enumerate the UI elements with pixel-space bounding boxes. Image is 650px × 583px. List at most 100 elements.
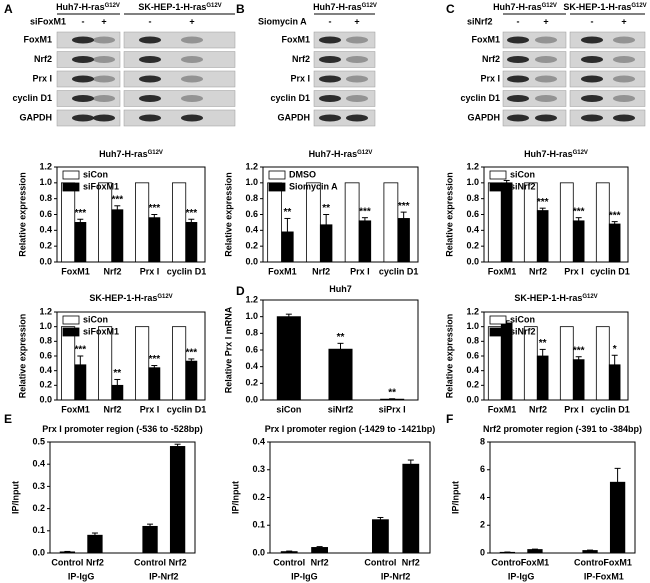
- legend-swatch: [489, 327, 507, 337]
- blot-band: [581, 75, 603, 83]
- blot-strip: [123, 109, 236, 127]
- legend-label: DMSO: [289, 169, 316, 179]
- blot-row-label: Nrf2: [482, 54, 500, 64]
- bar: [319, 224, 333, 263]
- legend-label: siCon: [83, 314, 108, 324]
- bar: [172, 326, 187, 401]
- chart-title: Huh7-H-rasG12V: [99, 149, 163, 159]
- blot-group-label-main: Huh7-H-ras: [313, 2, 362, 12]
- x-tick-label: Prx I: [564, 266, 584, 276]
- blot-group-label-sup: G12V: [631, 3, 646, 9]
- x-tick-label: cyclin D1: [167, 266, 207, 276]
- legend-label: siFoxM1: [83, 181, 119, 191]
- blot-group-label: Huh7-H-rasG12V: [56, 2, 120, 12]
- blot-group-label: SK-HEP-1-H-rasG12V: [138, 2, 221, 12]
- chart-title: Prx I promoter region (-536 to -528bp): [42, 424, 203, 434]
- bar: [61, 326, 76, 401]
- legend-swatch: [489, 170, 507, 180]
- bar: [98, 326, 113, 401]
- significance-label: **: [113, 368, 121, 379]
- blot-band: [346, 56, 368, 63]
- significance-label: ***: [537, 197, 549, 208]
- significance-label: **: [322, 203, 330, 214]
- x-tick-label: FoxM1: [603, 557, 632, 567]
- error-bar: [114, 205, 121, 210]
- legend-label: siCon: [510, 314, 535, 324]
- blot-band: [139, 36, 161, 44]
- blot-row-label: FoxM1: [23, 34, 52, 44]
- blot-band: [93, 56, 115, 63]
- blot-sign: +: [101, 16, 106, 26]
- panel-letter: D: [236, 284, 245, 298]
- y-tick-label: 1.0: [466, 321, 479, 331]
- y-tick-label: 0.3: [32, 481, 45, 491]
- y-axis-label: IP/Input: [230, 481, 240, 514]
- group-label: IP-IgG: [291, 571, 318, 581]
- y-tick-label: 0.8: [245, 328, 258, 338]
- y-axis-label: IP/Input: [450, 481, 460, 514]
- blot-band: [181, 114, 203, 122]
- blot-band: [507, 75, 529, 83]
- plot-frame: [262, 166, 419, 263]
- significance-label: **: [284, 207, 292, 218]
- error-bar: [316, 546, 323, 548]
- blot-strip: [569, 51, 646, 68]
- error-bar: [575, 356, 582, 360]
- blot-group-label-sup: G12V: [362, 3, 377, 9]
- y-tick-label: 0: [480, 547, 485, 557]
- y-tick-label: 4: [480, 492, 485, 502]
- chart-title-sup: G12V: [573, 150, 588, 156]
- legend-label: siNrf2: [510, 326, 536, 336]
- bar: [276, 316, 301, 401]
- blot-band: [613, 36, 635, 44]
- blot-sign: -: [329, 16, 332, 26]
- x-tick-label: Nrf2: [103, 266, 121, 276]
- legend-label: siCon: [83, 169, 108, 179]
- blot-band: [613, 95, 635, 102]
- significance-label: ***: [148, 203, 160, 214]
- blot-group-label: Huh7-H-rasG12V: [313, 2, 377, 12]
- blot-row-label: cyclin D1: [12, 93, 52, 103]
- error-bar: [539, 348, 546, 356]
- blot-sign: -: [591, 16, 594, 26]
- chart-title: Huh7-H-rasG12V: [309, 149, 373, 159]
- x-tick-label: Nrf2: [529, 266, 547, 276]
- error-bar: [284, 217, 291, 232]
- blot-strip: [313, 31, 376, 49]
- plot-frame: [483, 166, 629, 263]
- blot-sign: +: [189, 16, 194, 26]
- x-tick-label: Nrf2: [402, 557, 420, 567]
- bar: [111, 384, 124, 401]
- blot-band: [507, 36, 529, 44]
- blot-band: [346, 95, 368, 102]
- blot-band: [72, 114, 94, 122]
- chart-title-sup: G12V: [582, 294, 597, 300]
- bar: [281, 231, 294, 263]
- blot-band: [93, 95, 115, 102]
- chart-title-main: Huh7-H-ras: [99, 149, 148, 159]
- blot-strip: [569, 109, 646, 127]
- y-tick-label: 0.4: [245, 225, 258, 235]
- error-bar: [407, 459, 414, 465]
- panel-letter: A: [4, 2, 13, 16]
- y-tick-label: 0.4: [39, 225, 52, 235]
- x-tick-label: Nrf2: [529, 404, 547, 414]
- blot-band: [535, 36, 557, 44]
- y-tick-label: 0.6: [39, 209, 52, 219]
- blot-row-label: GAPDH: [19, 112, 52, 122]
- x-tick-label: Nrf2: [169, 557, 187, 567]
- blot-strip: [313, 51, 376, 68]
- bar: [500, 182, 513, 263]
- blot-band: [346, 75, 368, 83]
- blot-band: [181, 95, 203, 102]
- panel-letter: E: [4, 412, 12, 426]
- significance-label: ***: [359, 206, 371, 217]
- blot-band: [93, 75, 115, 83]
- blot-band: [581, 95, 603, 102]
- blot-group-label-main: SK-HEP-1-H-ras: [138, 2, 206, 12]
- plot-frame: [269, 441, 431, 554]
- chart-title: Huh7-H-rasG12V: [524, 149, 588, 159]
- y-axis-label: Relative expression: [223, 172, 233, 257]
- y-tick-label: 0.2: [466, 241, 479, 251]
- y-tick-label: 0.0: [39, 394, 52, 404]
